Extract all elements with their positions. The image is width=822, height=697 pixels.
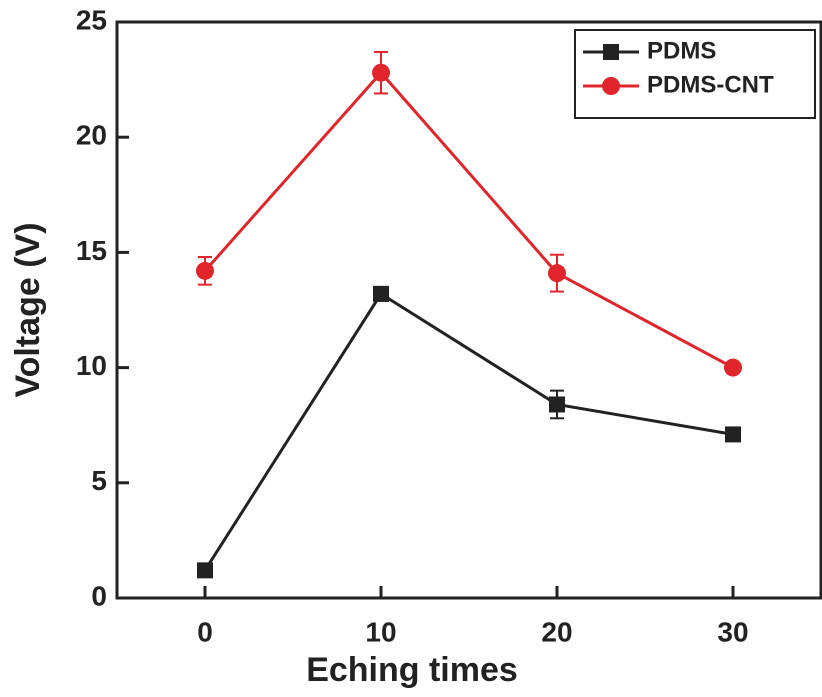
x-tick-label: 30 — [717, 616, 748, 647]
legend-marker — [602, 77, 620, 95]
y-tick-label: 20 — [76, 120, 107, 151]
point — [724, 358, 742, 377]
x-tick-label: 10 — [365, 616, 396, 647]
legend-label: PDMS-CNT — [647, 71, 774, 98]
legend-marker — [603, 44, 619, 60]
point — [196, 261, 214, 280]
plot-frame — [115, 20, 822, 600]
y-tick-label: 10 — [76, 350, 107, 381]
point — [725, 426, 741, 443]
x-tick-label: 0 — [197, 616, 213, 647]
point — [548, 264, 566, 283]
point — [549, 396, 565, 413]
x-axis-label: Eching times — [306, 651, 518, 689]
point — [197, 562, 213, 579]
x-tick-label: 20 — [541, 616, 572, 647]
y-tick-label: 0 — [91, 580, 107, 611]
series-line — [203, 291, 734, 572]
series-line — [203, 70, 734, 369]
y-tick-label: 25 — [76, 4, 107, 35]
y-axis-label: Voltage (V) — [9, 222, 47, 397]
point — [372, 63, 390, 82]
point — [373, 285, 389, 302]
legend-label: PDMS — [647, 37, 716, 64]
y-tick-label: 5 — [91, 465, 107, 496]
y-tick-label: 15 — [76, 235, 107, 266]
